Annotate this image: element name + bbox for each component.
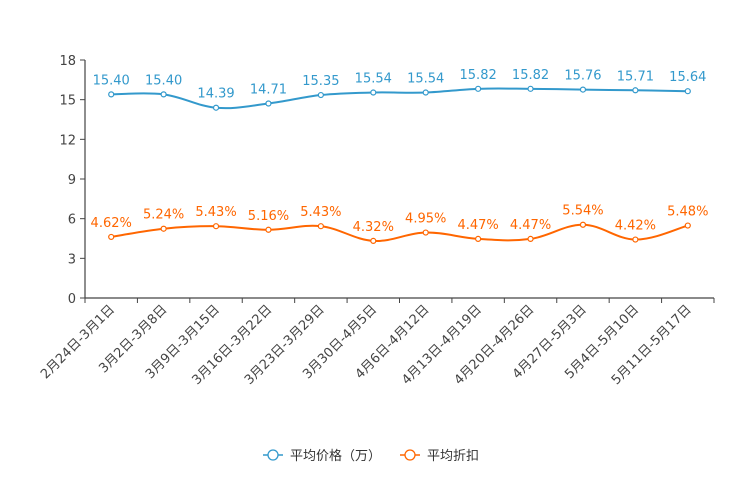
data-label: 15.82: [460, 68, 497, 83]
series-line-1: [111, 223, 689, 242]
data-label: 15.35: [302, 74, 339, 89]
data-point[interactable]: [160, 91, 167, 98]
legend: 平均价格（万） 平均折扣: [263, 448, 479, 464]
data-point[interactable]: [370, 237, 377, 244]
data-label: 15.40: [145, 73, 182, 88]
data-label: 15.76: [564, 69, 601, 84]
legend-item-1[interactable]: 平均折扣: [400, 449, 479, 464]
data-label: 4.47%: [457, 218, 498, 233]
data-point[interactable]: [632, 87, 639, 94]
data-label: 15.54: [407, 72, 444, 87]
legend-marker-icon: [404, 449, 416, 461]
series-lines: [111, 87, 689, 242]
legend-label: 平均价格（万）: [290, 448, 381, 464]
y-tick-label: 12: [59, 133, 76, 148]
data-point[interactable]: [160, 225, 167, 232]
legend-item-0[interactable]: 平均价格（万）: [263, 448, 381, 464]
data-point[interactable]: [212, 104, 220, 111]
data-label: 4.42%: [615, 219, 656, 234]
data-point[interactable]: [527, 85, 534, 92]
y-tick-label: 15: [59, 94, 76, 109]
data-point[interactable]: [212, 223, 220, 230]
data-label: 15.82: [512, 68, 549, 83]
series-labels: 15.40 15.40 14.39 14.71 15.35 15.54 15.54 15.82…: [91, 68, 709, 235]
data-label: 5.48%: [667, 205, 708, 220]
data-label: 4.32%: [353, 220, 394, 235]
y-tick-label: 6: [68, 213, 76, 228]
data-label: 4.62%: [91, 216, 132, 231]
data-label: 5.43%: [300, 205, 341, 220]
data-label: 15.71: [617, 69, 654, 84]
y-tick-label: 18: [59, 54, 76, 69]
data-label: 15.54: [355, 72, 392, 87]
data-point[interactable]: [475, 235, 482, 242]
data-point[interactable]: [422, 229, 429, 236]
data-point[interactable]: [265, 226, 272, 233]
data-label: 14.39: [197, 87, 234, 102]
legend-marker-icon: [267, 449, 279, 461]
data-label: 5.54%: [562, 204, 603, 219]
y-tick-label: 3: [68, 252, 76, 267]
data-point[interactable]: [579, 221, 587, 228]
data-label: 14.71: [250, 83, 287, 98]
data-point[interactable]: [632, 236, 639, 243]
data-point[interactable]: [317, 223, 324, 230]
data-point[interactable]: [108, 233, 115, 241]
series-line-0: [111, 87, 688, 110]
data-point[interactable]: [475, 85, 482, 92]
data-label: 4.95%: [405, 212, 446, 227]
data-point[interactable]: [317, 91, 324, 99]
data-point[interactable]: [370, 89, 377, 96]
data-label: 5.24%: [143, 208, 184, 223]
data-label: 15.64: [669, 70, 706, 85]
data-label: 5.43%: [195, 205, 236, 220]
y-tick-label: 9: [68, 173, 76, 188]
legend-label: 平均折扣: [427, 449, 479, 464]
data-label: 4.47%: [510, 218, 551, 233]
data-label: 5.16%: [248, 209, 289, 224]
data-point[interactable]: [527, 235, 534, 242]
data-point[interactable]: [579, 86, 587, 93]
data-point[interactable]: [684, 222, 691, 229]
series-points: [108, 85, 691, 244]
data-point[interactable]: [684, 88, 691, 95]
data-point[interactable]: [108, 91, 115, 98]
data-point[interactable]: [422, 89, 429, 96]
data-point[interactable]: [265, 100, 272, 107]
data-label: 15.40: [93, 73, 130, 88]
y-tick-label: 0: [68, 292, 76, 307]
